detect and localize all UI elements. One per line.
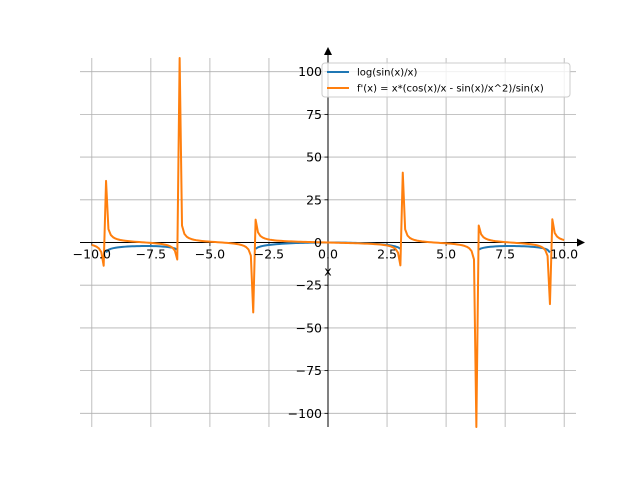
x-tick-label: 0.0	[318, 247, 338, 262]
y-tick-label: −100	[288, 406, 322, 421]
legend: log(sin(x)/x) f'(x) = x*(cos(x)/x - sin(…	[321, 62, 571, 98]
y-tick-label: 100	[298, 64, 322, 79]
x-tick-label: 7.5	[495, 247, 515, 262]
x-tick-label: −7.5	[136, 247, 166, 262]
y-tick-label: −25	[296, 278, 322, 293]
x-tick-label: 10.0	[550, 247, 578, 262]
x-tick-label: −5.0	[195, 247, 225, 262]
x-axis-arrow	[577, 238, 585, 247]
y-tick-label: −75	[296, 363, 322, 378]
legend-box	[321, 62, 571, 98]
y-tick-label: −50	[296, 320, 322, 335]
tick-labels: −10.0 −7.5 −5.0 −2.5 0.0 2.5 5.0 7.5 10.0 100 75 50…	[73, 64, 578, 421]
x-tick-label: −10.0	[73, 247, 111, 262]
series-lines	[91, 57, 565, 428]
x-tick-label: 2.5	[377, 247, 397, 262]
x-tick-label: 5.0	[436, 247, 456, 262]
axes	[80, 47, 585, 427]
y-tick-label: 75	[306, 107, 322, 122]
legend-label-series-2: f'(x) = x*(cos(x)/x - sin(x)/x^2)/sin(x)	[357, 84, 544, 95]
y-tick-label: 25	[306, 192, 322, 207]
x-axis-label: x	[324, 264, 331, 279]
y-tick-label: 50	[306, 150, 322, 165]
series-line-2	[91, 57, 565, 428]
legend-label-series-1: log(sin(x)/x)	[357, 68, 417, 79]
x-tick-label: −2.5	[254, 247, 284, 262]
y-axis-arrow	[324, 47, 332, 55]
y-tick-label: 0	[314, 235, 322, 250]
